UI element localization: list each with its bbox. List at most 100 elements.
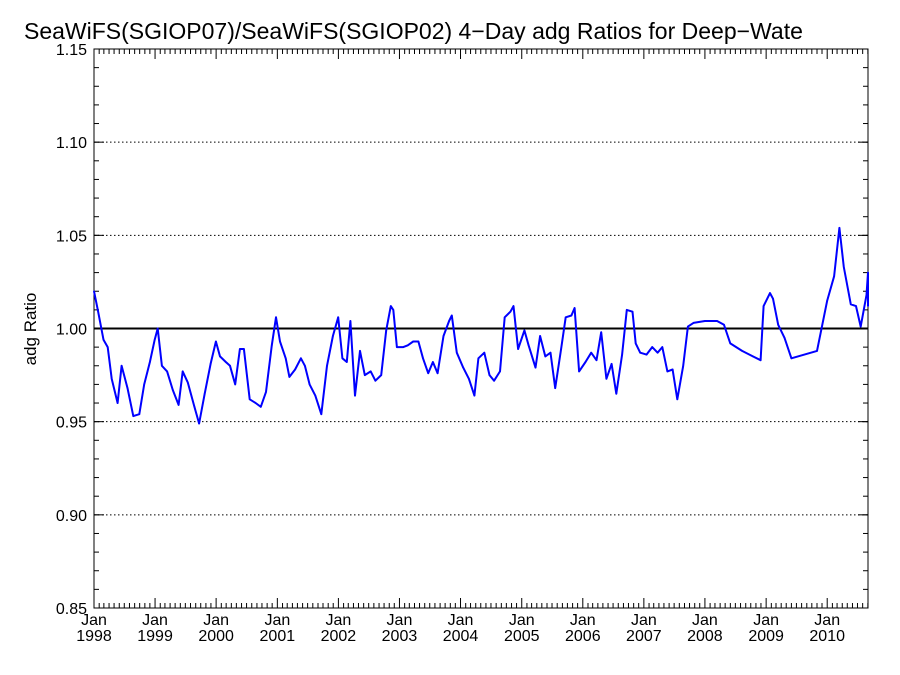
data-point bbox=[676, 398, 679, 401]
data-point bbox=[337, 316, 340, 319]
x-tick-label-year: 2009 bbox=[748, 628, 784, 645]
data-point bbox=[473, 394, 476, 397]
data-point bbox=[132, 415, 135, 417]
data-point bbox=[790, 357, 793, 360]
data-point bbox=[187, 381, 189, 384]
x-axis-ticks: Jan1998Jan1999Jan2000Jan2001Jan2002Jan20… bbox=[76, 49, 869, 645]
data-point bbox=[102, 338, 105, 341]
data-point bbox=[584, 361, 587, 363]
x-tick-label-year: 2010 bbox=[809, 628, 845, 645]
data-point bbox=[554, 387, 556, 389]
data-point bbox=[666, 370, 669, 373]
data-point bbox=[402, 346, 405, 348]
data-point bbox=[560, 348, 562, 350]
data-point bbox=[308, 383, 311, 386]
data-point bbox=[116, 402, 119, 404]
data-point bbox=[503, 316, 506, 319]
data-point bbox=[772, 297, 774, 300]
data-point bbox=[544, 355, 547, 358]
y-tick-label: 1.05 bbox=[56, 228, 87, 245]
data-point bbox=[615, 392, 618, 395]
data-point bbox=[300, 357, 302, 360]
data-point bbox=[209, 363, 212, 365]
data-point bbox=[359, 350, 361, 352]
data-point bbox=[692, 322, 695, 324]
x-tick-label-year: 1999 bbox=[137, 628, 173, 645]
data-point bbox=[564, 316, 567, 319]
x-tick-label-year: 2004 bbox=[443, 628, 479, 645]
data-point bbox=[243, 348, 245, 350]
data-point bbox=[671, 368, 674, 371]
data-point bbox=[631, 310, 634, 313]
data-point bbox=[499, 370, 501, 373]
data-point bbox=[106, 346, 109, 348]
data-point bbox=[570, 314, 573, 317]
data-point bbox=[517, 348, 519, 350]
data-point bbox=[156, 327, 159, 330]
data-point bbox=[97, 309, 99, 311]
data-point bbox=[288, 376, 291, 378]
data-point bbox=[380, 374, 383, 376]
data-point bbox=[865, 294, 868, 296]
x-tick-label-year: 2000 bbox=[198, 628, 234, 645]
data-point bbox=[219, 355, 221, 358]
x-tick-label-year: 1998 bbox=[76, 628, 112, 645]
data-point bbox=[346, 361, 348, 363]
y-tick-label: 0.95 bbox=[56, 415, 87, 432]
data-point bbox=[260, 406, 262, 408]
x-tick-label-year: 2008 bbox=[687, 628, 723, 645]
data-point bbox=[578, 370, 580, 373]
data-point bbox=[275, 316, 277, 319]
data-point bbox=[432, 361, 434, 363]
x-tick-label-year: 2006 bbox=[565, 628, 601, 645]
data-point bbox=[166, 370, 168, 373]
data-point bbox=[265, 391, 267, 393]
data-point bbox=[850, 303, 852, 306]
data-point bbox=[279, 340, 281, 343]
data-point bbox=[427, 372, 430, 375]
data-point bbox=[783, 337, 786, 339]
data-point bbox=[645, 353, 648, 356]
data-point bbox=[448, 320, 450, 322]
x-tick-label-year: 2005 bbox=[504, 628, 540, 645]
data-point bbox=[762, 305, 765, 307]
data-point bbox=[621, 353, 623, 356]
data-point bbox=[284, 357, 287, 360]
data-point bbox=[867, 271, 869, 274]
data-point bbox=[523, 329, 526, 332]
data-point bbox=[149, 361, 151, 363]
data-point bbox=[723, 324, 725, 326]
data-point bbox=[477, 357, 480, 360]
data-point bbox=[161, 365, 163, 367]
data-point bbox=[590, 351, 592, 354]
data-point bbox=[436, 372, 439, 375]
x-tick-label-month: Jan bbox=[570, 612, 596, 629]
data-point bbox=[385, 329, 388, 332]
data-point bbox=[369, 370, 372, 373]
data-point bbox=[600, 331, 602, 334]
data-point bbox=[198, 422, 200, 425]
data-point bbox=[661, 346, 664, 348]
data-point bbox=[392, 309, 395, 311]
data-point bbox=[816, 350, 818, 352]
gridlines bbox=[94, 141, 868, 516]
y-tick-label: 1.00 bbox=[56, 322, 87, 339]
data-point bbox=[651, 346, 653, 348]
data-point bbox=[595, 359, 598, 362]
x-tick-label-month: Jan bbox=[753, 612, 779, 629]
data-point bbox=[493, 379, 495, 382]
data-point bbox=[626, 309, 628, 311]
data-point bbox=[509, 310, 512, 313]
data-point bbox=[407, 344, 409, 347]
data-point bbox=[229, 365, 231, 367]
series-line bbox=[93, 226, 869, 425]
data-point bbox=[332, 335, 334, 337]
data-point bbox=[610, 363, 613, 365]
data-point bbox=[390, 305, 392, 307]
data-point bbox=[239, 348, 241, 350]
x-tick-label-month: Jan bbox=[142, 612, 168, 629]
x-tick-label-year: 2003 bbox=[382, 628, 418, 645]
data-point bbox=[203, 392, 206, 395]
data-point bbox=[304, 365, 306, 367]
